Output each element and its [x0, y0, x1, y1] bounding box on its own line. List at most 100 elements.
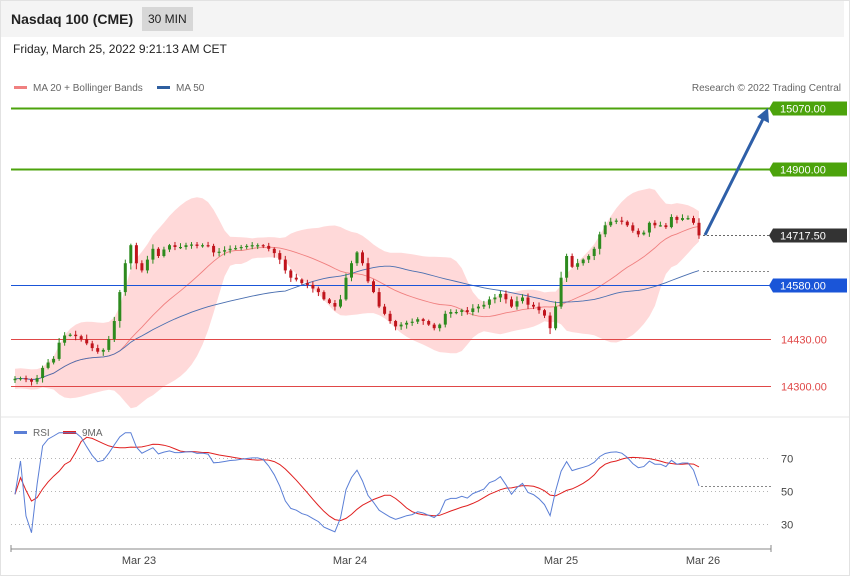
candle [366, 257, 370, 284]
candle [261, 244, 265, 249]
candle [454, 309, 458, 315]
candle [118, 289, 122, 328]
current-price-label: 14717.50 [780, 231, 826, 243]
candle [305, 279, 309, 289]
candle [432, 322, 436, 331]
candle [300, 278, 304, 285]
candle [168, 243, 171, 253]
candle [510, 296, 513, 308]
candle [532, 302, 535, 310]
candle [13, 376, 17, 384]
candle [206, 241, 210, 248]
candle [697, 218, 701, 239]
credit-text: Research © 2022 Trading Central [692, 83, 841, 94]
candle [581, 258, 585, 266]
candle [68, 333, 72, 337]
level-label: 14580.00 [780, 281, 826, 293]
legend-label-ma20: MA 20 + Bollinger Bands [33, 83, 143, 94]
timeframe-button[interactable]: 30 MIN [142, 7, 193, 31]
candle [592, 246, 596, 261]
candle [675, 215, 679, 224]
candle [322, 290, 326, 301]
chart-title: Nasdaq 100 (CME) [11, 11, 134, 27]
candle [162, 246, 166, 258]
candle [250, 242, 254, 250]
price-levels: 15070.00 14900.00 14717.50 14580.00 14430.00… [11, 101, 847, 394]
candle [361, 250, 364, 266]
candle [195, 241, 199, 249]
level-tag [769, 162, 847, 177]
candle [421, 317, 425, 325]
rsi-tick-label: 30 [781, 520, 793, 532]
candle [438, 323, 442, 332]
candle [653, 220, 657, 229]
candle [311, 281, 315, 293]
bollinger-band [15, 188, 699, 409]
candle [256, 243, 260, 250]
candle [129, 243, 133, 270]
candle [123, 259, 127, 296]
candle [449, 309, 453, 318]
candle [543, 308, 546, 319]
candle [482, 300, 486, 309]
candle [350, 260, 353, 282]
candle [316, 286, 320, 297]
ma50-line [14, 265, 700, 380]
candle [399, 322, 403, 330]
rsi-panel: 70 50 30 [11, 432, 793, 533]
header-bar: Nasdaq 100 (CME) 30 MIN [1, 1, 844, 37]
candle [427, 319, 431, 326]
candle [476, 304, 480, 313]
candle [79, 334, 83, 342]
candle [576, 258, 580, 270]
candle [521, 294, 524, 304]
candle [289, 268, 293, 282]
candle [107, 335, 111, 353]
candle [234, 245, 238, 250]
legend-swatch-ma50 [157, 86, 170, 89]
candle [587, 254, 591, 263]
rsi-line [14, 432, 700, 533]
candle [85, 334, 89, 346]
candle [339, 294, 342, 309]
level-tag [769, 101, 847, 116]
candle [405, 320, 409, 329]
candle [19, 376, 22, 381]
candle [57, 338, 61, 361]
candle [212, 243, 216, 257]
candle [504, 290, 508, 304]
candle [74, 330, 78, 341]
candle [30, 378, 33, 386]
candle [681, 214, 684, 222]
candles [13, 214, 701, 386]
candle [471, 304, 475, 316]
candle [443, 310, 447, 328]
rsi-9ma-line [14, 436, 700, 522]
legend-label-ma50: MA 50 [176, 83, 205, 94]
candle [267, 242, 271, 252]
candle [283, 255, 287, 274]
candle [101, 348, 105, 356]
candle [692, 215, 695, 225]
candle [394, 319, 398, 331]
candle [647, 221, 651, 237]
candle [537, 302, 541, 314]
candle [173, 241, 177, 251]
level-tag [769, 278, 847, 293]
candle [179, 243, 182, 250]
candle [515, 296, 519, 310]
candle [35, 374, 39, 385]
candle [388, 310, 392, 324]
candle [355, 251, 359, 266]
candle [410, 318, 414, 326]
chart-datetime: Friday, March 25, 2022 9:21:13 AM CET [13, 42, 227, 56]
candle [156, 247, 160, 258]
candle [96, 344, 100, 354]
candle [333, 300, 337, 311]
candle [140, 260, 144, 273]
candle [686, 215, 690, 221]
candle [625, 220, 629, 227]
legend-label-rsi: RSI [33, 428, 50, 439]
candle [239, 244, 243, 251]
candle [90, 340, 94, 352]
